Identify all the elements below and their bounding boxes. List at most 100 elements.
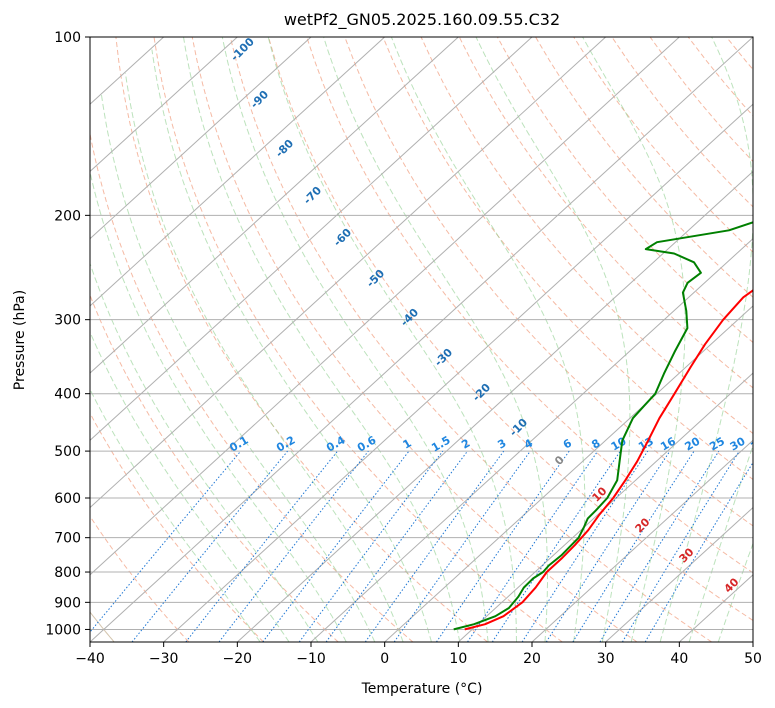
dry-adiabat <box>611 37 753 208</box>
mixing-ratio-line <box>393 450 531 642</box>
dry-adiabat <box>535 37 753 298</box>
x-tick-label: −10 <box>296 651 326 667</box>
dewpoint-line <box>453 221 753 631</box>
mixing-ratio-line <box>545 450 671 642</box>
isotherm-gridline <box>90 37 386 307</box>
isotherm-gridline <box>457 372 753 642</box>
y-tick-label: 800 <box>54 565 81 581</box>
mixing-ratio-line <box>298 450 444 642</box>
x-axis: −40 −30 −20 −10 0 10 20 30 40 50 <box>75 642 762 667</box>
mixing-ratio-label: 3 <box>495 437 508 452</box>
isotherm-gridline <box>310 237 753 642</box>
moist-adiabat-label: -60 <box>331 226 354 249</box>
mixing-ratio-line <box>621 450 740 642</box>
dry-adiabat <box>268 37 753 622</box>
mixing-ratio-line <box>644 461 753 642</box>
dry-adiabat <box>90 131 414 642</box>
dry-adiabat <box>306 37 753 574</box>
x-tick-label: −20 <box>223 651 253 667</box>
moist-adiabat-label: -10 <box>507 416 530 439</box>
moist-adiabat-label: -50 <box>364 267 387 290</box>
moist-adiabat <box>90 169 347 642</box>
isotherm-gridline <box>531 439 753 642</box>
mixing-ratio-label: 6 <box>561 436 574 451</box>
y-tick-label: 600 <box>54 491 81 507</box>
dry-adiabat <box>687 37 753 117</box>
moist-adiabat-label: 40 <box>722 575 742 595</box>
moist-adiabat <box>659 37 753 642</box>
dry-adiabat <box>420 37 753 435</box>
mixing-ratio-line <box>185 450 338 642</box>
moist-adiabat <box>100 94 376 642</box>
moist-adiabat <box>124 72 404 642</box>
mixing-ratio-line <box>521 450 649 642</box>
moist-adiabat <box>475 37 631 642</box>
y-tick-label: 500 <box>54 444 81 460</box>
moist-adiabat <box>390 37 586 642</box>
dry-adiabat <box>115 37 488 642</box>
temperature-line <box>464 289 753 631</box>
isotherm-gridline <box>163 103 753 642</box>
moist-adiabat-label: 0 <box>552 453 567 468</box>
mixing-ratio-label: 36 <box>748 434 768 453</box>
y-axis-label: Pressure (hPa) <box>12 290 28 390</box>
mixing-ratio-line <box>131 450 288 642</box>
x-tick-label: −30 <box>149 651 179 667</box>
isotherm-gridline <box>90 37 607 509</box>
dry-adiabat <box>344 37 753 527</box>
y-tick-label: 900 <box>54 595 81 611</box>
moist-adiabat <box>183 37 461 642</box>
dry-adiabat <box>496 37 753 344</box>
moist-adiabat-label: -100 <box>228 35 257 64</box>
x-tick-label: 30 <box>597 651 615 667</box>
x-axis-label: Temperature (°C) <box>361 681 483 697</box>
moist-adiabat-label: -20 <box>470 381 493 404</box>
moist-adiabat <box>90 388 261 642</box>
moist-adiabat-label: 10 <box>590 484 610 504</box>
y-tick-label: 200 <box>54 208 81 224</box>
mixing-ratio-label: 2 <box>459 437 472 452</box>
x-tick-label: 50 <box>744 651 762 667</box>
isotherm-gridline <box>90 37 312 240</box>
mixing-ratio-line <box>491 450 621 642</box>
moist-adiabat <box>221 37 489 642</box>
plot-frame <box>89 36 754 643</box>
isotherm-gridline <box>236 170 753 642</box>
dry-adiabat <box>726 37 753 71</box>
mixing-ratio-line <box>599 450 720 642</box>
x-tick-label: 0 <box>380 651 389 667</box>
dry-adiabat <box>229 37 712 642</box>
isotherm-gridline <box>90 37 533 442</box>
isotherm-gridline <box>752 641 753 642</box>
dry-adiabat <box>191 37 638 642</box>
moist-adiabat-label: -40 <box>398 306 421 329</box>
y-tick-label: 100 <box>54 30 81 46</box>
mixing-ratio-line <box>90 450 242 633</box>
isotherm-gridline <box>384 305 753 642</box>
y-tick-label: 1000 <box>45 622 81 638</box>
dry-adiabat <box>649 37 753 163</box>
moist-adiabat <box>582 37 686 642</box>
chart-title: wetPf2_GN05.2025.160.09.55.C32 <box>284 10 560 30</box>
isotherm-gridline <box>605 506 753 642</box>
y-tick-label: 300 <box>54 313 81 329</box>
x-tick-label: 40 <box>670 651 688 667</box>
dry-adiabat <box>90 412 264 642</box>
isotherm-gridline <box>90 37 238 173</box>
moist-adiabat <box>323 37 548 642</box>
plot-area: 0.1 0.2 0.4 0.6 1 1.5 2 3 4 6 8 10 13 16 20 25 30 36-100-… <box>90 35 775 642</box>
mixing-ratio-line <box>262 450 410 642</box>
y-tick-label: 400 <box>54 387 81 403</box>
moist-adiabat-label: 30 <box>677 545 697 565</box>
dry-adiabat <box>90 515 190 642</box>
x-tick-label: 20 <box>523 651 541 667</box>
dry-adiabat <box>382 37 753 481</box>
mixing-ratio-line <box>218 450 369 642</box>
dry-adiabat <box>765 37 775 642</box>
x-tick-label: −40 <box>75 651 105 667</box>
mixing-ratio-line <box>435 450 570 642</box>
y-tick-label: 700 <box>54 531 81 547</box>
isotherm-gridline <box>90 37 459 374</box>
mixing-ratio-line <box>325 450 468 642</box>
isotherm-gridline <box>90 37 753 642</box>
